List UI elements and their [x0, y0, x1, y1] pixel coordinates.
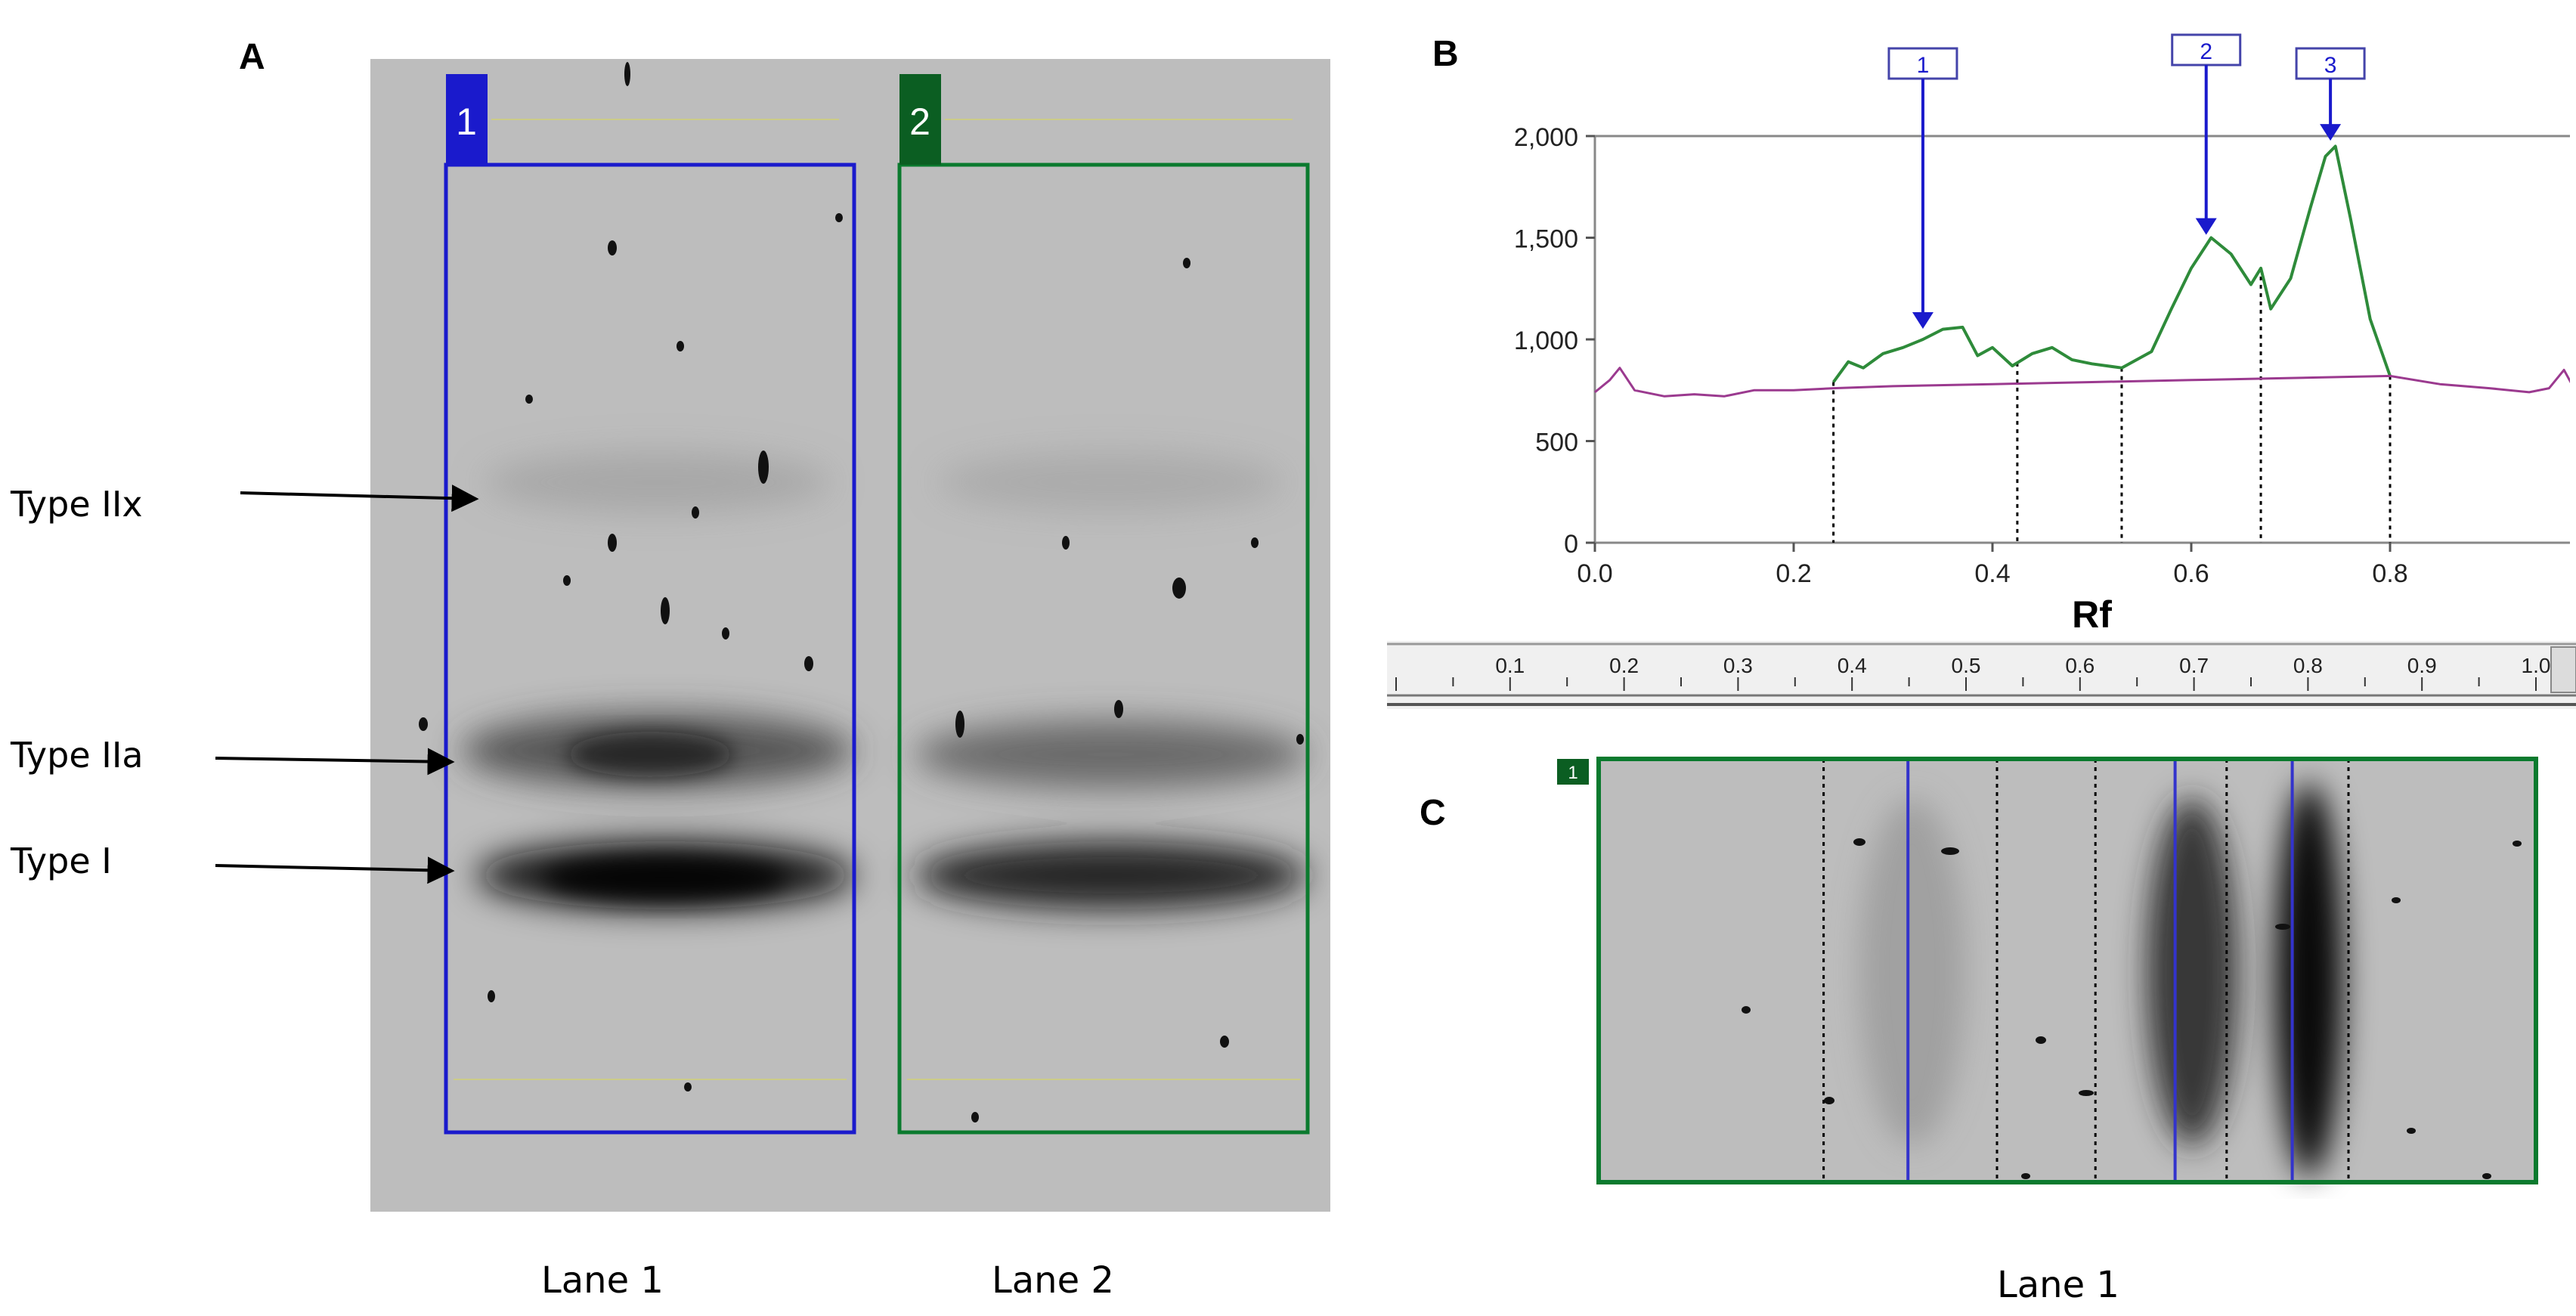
lane-1-box [444, 163, 856, 1135]
x-tick-label: 0.0 [1577, 559, 1612, 588]
densitometry-chart: 123 0.00.20.40.60.81.0 05001,0001,5002,0… [1514, 33, 2570, 635]
ruler-tick-label: 0.1 [1495, 654, 1525, 677]
lane-2-box [897, 163, 1310, 1135]
lane-2-number-tag [899, 74, 941, 165]
y-tick-label: 2,000 [1514, 123, 1578, 152]
ruler-tick-label: 0.4 [1838, 654, 1867, 677]
caption-lane-2: Lane 2 [992, 1259, 1114, 1302]
peak-label: 2 [2200, 39, 2212, 64]
lane-2-number: 2 [909, 101, 930, 143]
arrow-type-iix [240, 485, 479, 512]
plot-area [1593, 135, 2570, 544]
ruler-tick-label: 0.3 [1723, 654, 1753, 677]
band-label-type-i: Type I [11, 841, 112, 881]
x-tick-label: 0.2 [1776, 559, 1811, 588]
caption-lane-1-panel-c: Lane 1 [1997, 1264, 2119, 1306]
ruler-tick-label: 0.2 [1609, 654, 1639, 677]
x-tick-label: 0.6 [2173, 559, 2209, 588]
x-axis-label: Rf [2072, 593, 2112, 635]
peak-label: 1 [1917, 53, 1930, 78]
caption-lane-1: Lane 1 [541, 1259, 664, 1302]
lane-c-box [1596, 757, 2538, 1184]
ruler-tick-label: 1.0 [2522, 654, 2551, 677]
band-label-type-iix: Type IIx [11, 484, 143, 525]
band-arrows [215, 485, 479, 884]
arrow-type-iia [215, 748, 455, 776]
peak-label: 3 [2324, 53, 2337, 78]
peak-marker-3: 3 [2295, 47, 2366, 141]
lane-1-number: 1 [456, 101, 477, 143]
gel-image-a: 1 2 [370, 59, 1330, 1212]
y-tick-label: 0 [1564, 530, 1578, 559]
ruler-tick-label: 0.5 [1952, 654, 1981, 677]
y-ticks: 0 500 1,000 1,500 2,000 [1514, 123, 1595, 559]
lane-1-number-tag [446, 74, 488, 165]
ruler-scroll-handle [2550, 646, 2576, 693]
band-boundaries [1832, 268, 2392, 543]
band-label-type-iia: Type IIa [11, 735, 144, 776]
signal-series-line [1831, 144, 2392, 383]
lane-c-number-tag [1557, 759, 1589, 785]
arrow-type-i [215, 856, 455, 884]
x-ticks: 0.00.20.40.60.81.0 [1577, 543, 2408, 588]
peak-marker-1: 1 [1887, 47, 1958, 329]
ruler-tick-label: 0.7 [2179, 654, 2209, 677]
peak-markers: 1 2 3 [1887, 33, 2366, 329]
y-tick-label: 1,500 [1514, 225, 1578, 254]
ruler-tick-label: 0.9 [2407, 654, 2437, 677]
peak-marker-2: 2 [2171, 33, 2242, 235]
panel-letter-b: B [1432, 34, 1459, 74]
ruler-tick-label: 0.6 [2065, 654, 2095, 677]
y-tick-label: 500 [1535, 429, 1578, 457]
ruler-tick-label: 0.8 [2293, 654, 2323, 677]
panel-letter-a: A [239, 37, 265, 77]
x-tick-label: 0.8 [2372, 559, 2407, 588]
rf-ruler: 0.1 0.2 0.3 0.4 0.5 0.6 0.7 0.8 0.9 1.0 [1387, 641, 2576, 709]
x-tick-label: 0.4 [1974, 559, 2010, 588]
panel-letter-c: C [1420, 793, 1446, 833]
baseline-series-line [1594, 367, 2570, 398]
series-lines [1594, 144, 2570, 398]
lane-1-gel-strip: 1 [1557, 757, 2538, 1184]
y-tick-label: 1,000 [1514, 327, 1578, 355]
lane-c-number: 1 [1568, 763, 1577, 783]
